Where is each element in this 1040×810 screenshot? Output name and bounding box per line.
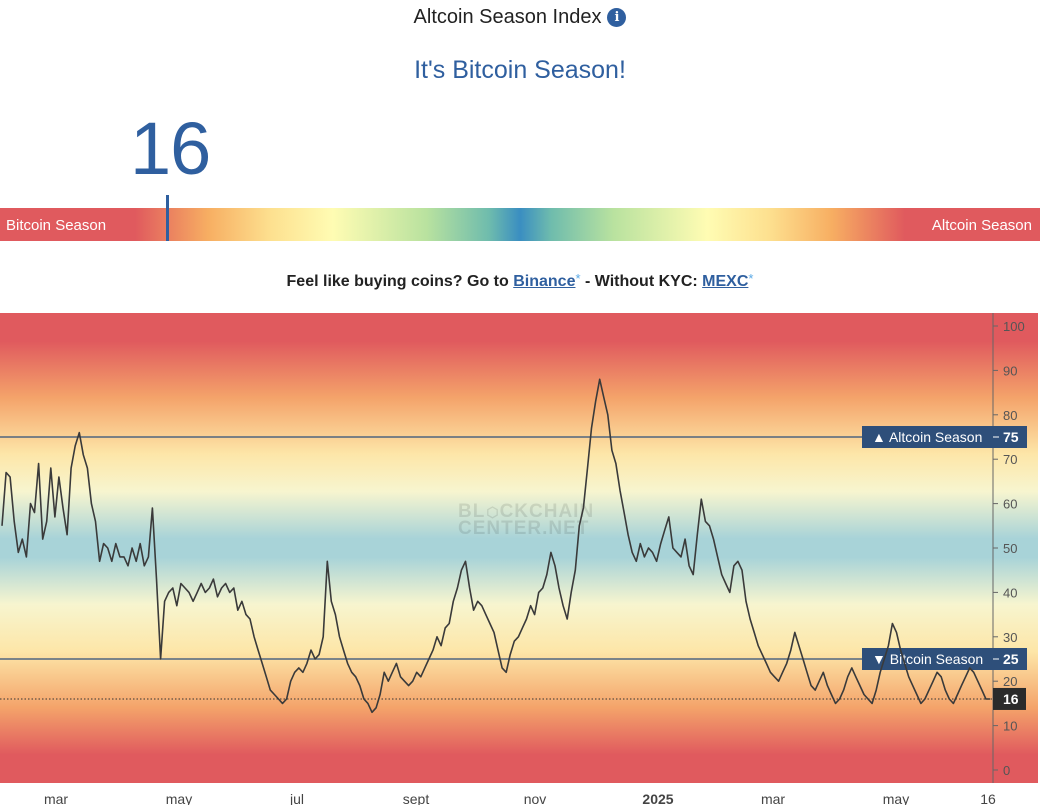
- series-line: [1, 378, 990, 714]
- binance-link[interactable]: Binance: [513, 273, 576, 290]
- chart-background: [0, 313, 1038, 783]
- x-tick-label: 2025: [642, 791, 673, 805]
- y-tick-label: 70: [1003, 452, 1017, 467]
- threshold-label: ▲ Altcoin Season: [872, 429, 982, 445]
- index-value: 16: [130, 107, 211, 190]
- watermark-line-1: BL⬡CKCHAIN: [458, 501, 594, 522]
- watermark: BL⬡CKCHAIN CENTER.NET: [458, 501, 594, 539]
- x-tick-label: mar: [44, 791, 68, 805]
- page-title: Altcoin Season Index i: [0, 6, 1040, 29]
- y-tick-label: 40: [1003, 585, 1017, 600]
- x-tick-label: mar: [761, 791, 785, 805]
- chart-container: BL⬡CKCHAIN CENTER.NET 0 10 20 30 40 50 60 70 80 9…: [0, 313, 1038, 807]
- mexc-link[interactable]: MEXC: [702, 273, 749, 290]
- binance-star: *: [575, 271, 581, 286]
- header: Altcoin Season Index i: [0, 0, 1040, 36]
- current-value-label: 16: [1003, 691, 1019, 707]
- season-gauge: Bitcoin Season Altcoin Season: [0, 208, 1040, 241]
- threshold-value: 75: [1003, 429, 1019, 445]
- x-tick-label: may: [166, 791, 192, 805]
- x-tick-label: may: [883, 791, 909, 805]
- threshold-badge: [862, 426, 1027, 448]
- threshold-label: ▼ Bitcoin Season: [872, 651, 983, 667]
- x-tick-label: jul: [289, 791, 304, 805]
- page-title-text: Altcoin Season Index: [413, 6, 602, 28]
- current-value-badge: [993, 687, 1026, 710]
- y-tick-label: 0: [1003, 763, 1010, 778]
- promo-text-2: - Without KYC:: [580, 273, 703, 290]
- gauge-left-label: Bitcoin Season: [6, 217, 107, 234]
- x-tick-label: 16: [980, 791, 996, 805]
- y-tick-label: 50: [1003, 541, 1017, 556]
- y-tick-label: 90: [1003, 363, 1017, 378]
- y-tick-label: 10: [1003, 719, 1017, 734]
- y-tick-label: 30: [1003, 630, 1017, 645]
- y-tick-label: 60: [1003, 497, 1017, 512]
- threshold-lines: ▲ Altcoin Season 75 ▼ Bitcoin Season 25: [0, 426, 1027, 670]
- gauge-right-label: Altcoin Season: [931, 217, 1032, 234]
- season-status: It's Bitcoin Season!: [414, 56, 626, 84]
- current-value-marker: 16: [0, 687, 1026, 710]
- promo-line: Feel like buying coins? Go to Binance* -…: [0, 271, 1040, 291]
- watermark-line-2: CENTER.NET: [458, 518, 589, 539]
- gauge-needle: [166, 195, 169, 241]
- threshold-badge: [862, 648, 1027, 670]
- promo-text-1: Feel like buying coins? Go to: [286, 273, 514, 290]
- x-tick-label: nov: [524, 791, 547, 805]
- y-tick-label: 20: [1003, 674, 1017, 689]
- x-axis: mar may jul sept nov 2025 mar may 16: [44, 791, 996, 807]
- x-axis-area: [0, 783, 1038, 805]
- y-tick-label: 80: [1003, 408, 1017, 423]
- index-chart: BL⬡CKCHAIN CENTER.NET 0 10 20 30 40 50 60 70 80 9…: [0, 313, 1038, 807]
- y-tick-label: 100: [1003, 319, 1025, 334]
- threshold-value: 25: [1003, 651, 1019, 667]
- mexc-star: *: [748, 271, 754, 286]
- info-icon[interactable]: i: [607, 8, 627, 27]
- x-tick-label: sept: [403, 791, 430, 805]
- y-axis: 0 10 20 30 40 50 60 70 80 90 100: [992, 313, 1025, 783]
